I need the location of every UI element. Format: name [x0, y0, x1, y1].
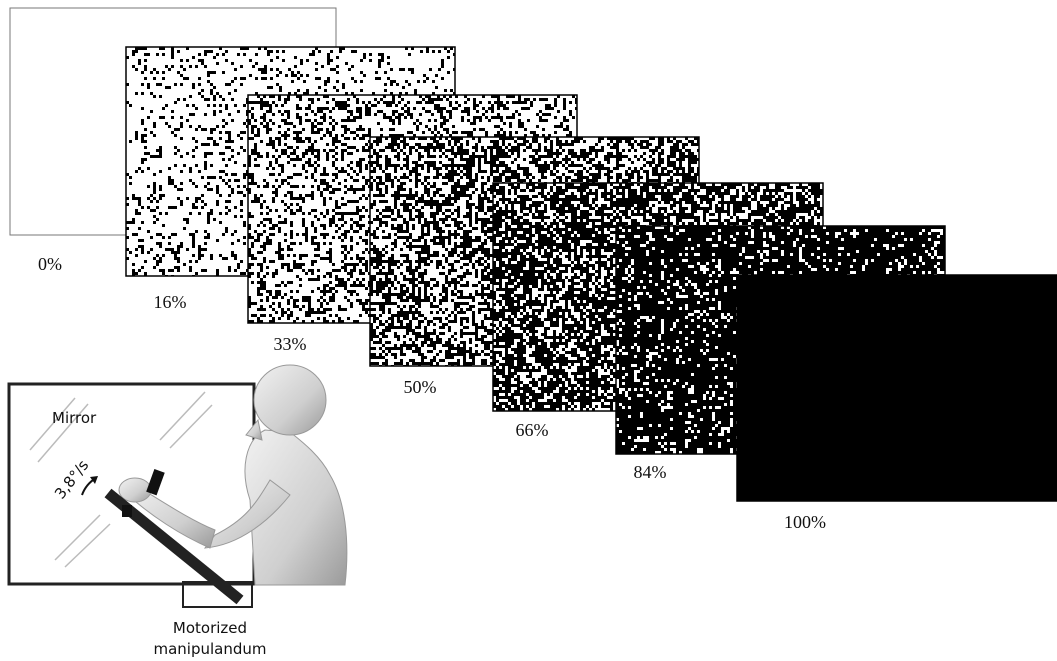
noise-panels [9, 7, 1057, 502]
illustration: Mirror 3,8°/s Motorized manipulandum [7, 364, 348, 658]
glass-lines [29, 391, 213, 568]
mirror-label: Mirror [52, 409, 97, 427]
handle [146, 469, 165, 496]
device-label: manipulandum [153, 640, 266, 658]
handle-base [122, 505, 132, 517]
person [118, 364, 348, 586]
panel-label: 66% [516, 420, 549, 440]
noise [737, 275, 1057, 501]
device-label: Motorized [173, 619, 247, 637]
panel-label: 50% [404, 377, 437, 397]
noise [126, 47, 455, 276]
panel-label: 33% [274, 334, 307, 354]
arrow-head [90, 476, 98, 484]
panel-label: 0% [38, 254, 62, 274]
panel-label: 100% [784, 512, 826, 532]
panel-label: 84% [634, 462, 667, 482]
panel-label: 16% [154, 292, 187, 312]
motor-box [182, 581, 253, 608]
panel-border [736, 274, 1057, 502]
